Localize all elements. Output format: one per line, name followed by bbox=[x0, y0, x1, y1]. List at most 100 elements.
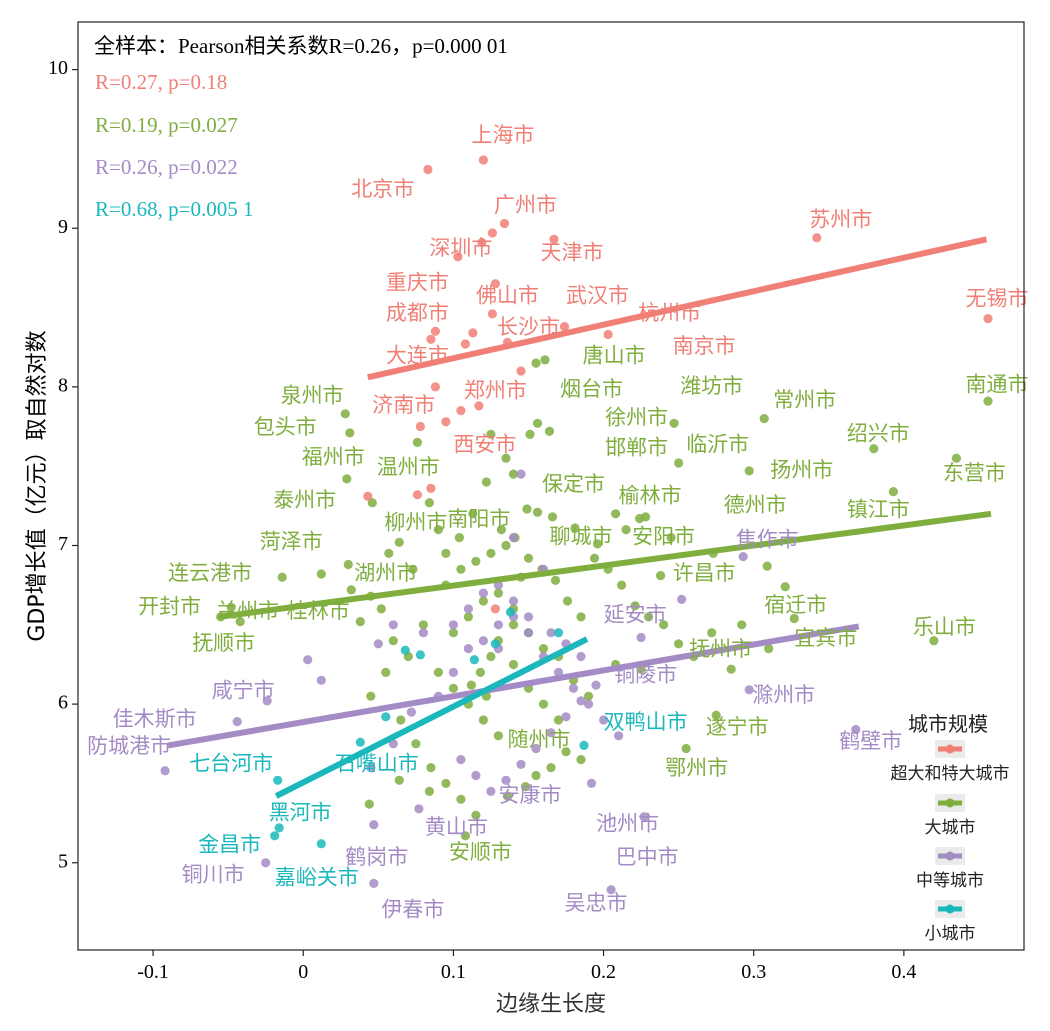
data-point bbox=[812, 233, 822, 243]
data-point bbox=[550, 575, 561, 586]
city-label: 黄山市 bbox=[425, 815, 488, 839]
city-label: 烟台市 bbox=[560, 377, 623, 401]
data-point bbox=[516, 469, 526, 479]
x-tick-label: 0.1 bbox=[441, 961, 466, 983]
data-point bbox=[562, 596, 573, 606]
data-point bbox=[367, 498, 377, 508]
data-point bbox=[468, 509, 478, 519]
x-tick-label: 0.3 bbox=[741, 961, 766, 983]
data-point bbox=[490, 639, 500, 649]
data-point bbox=[424, 786, 434, 797]
city-label: 徐州市 bbox=[605, 406, 668, 430]
data-point bbox=[423, 164, 433, 175]
city-label: 泰州市 bbox=[273, 488, 336, 512]
city-label: 菏泽市 bbox=[260, 529, 323, 553]
data-point bbox=[394, 775, 404, 785]
data-point bbox=[644, 612, 654, 622]
data-point bbox=[531, 743, 541, 754]
data-point bbox=[342, 474, 352, 484]
data-point bbox=[508, 620, 519, 630]
data-point bbox=[340, 409, 350, 419]
data-point bbox=[764, 644, 774, 654]
city-label: 长沙市 bbox=[497, 315, 560, 339]
city-label: 大连市 bbox=[386, 344, 449, 368]
data-point bbox=[478, 715, 488, 725]
data-point bbox=[448, 628, 458, 638]
data-point bbox=[261, 858, 271, 868]
city-label: 扬州市 bbox=[770, 458, 833, 482]
data-point bbox=[614, 731, 624, 741]
data-point bbox=[508, 469, 519, 479]
data-point bbox=[400, 645, 410, 655]
data-point bbox=[762, 561, 772, 571]
data-point bbox=[460, 339, 470, 349]
data-point bbox=[426, 334, 436, 344]
data-point bbox=[780, 582, 790, 592]
data-point bbox=[576, 612, 586, 622]
data-point bbox=[235, 617, 245, 627]
data-point bbox=[408, 564, 418, 574]
data-point bbox=[496, 525, 506, 535]
city-label: 临沂市 bbox=[686, 433, 749, 457]
data-point bbox=[466, 680, 476, 690]
data-point bbox=[516, 759, 526, 770]
city-label: 上海市 bbox=[471, 123, 534, 147]
data-point bbox=[394, 537, 404, 547]
data-point bbox=[388, 636, 398, 646]
city-label: 连云港市 bbox=[168, 561, 252, 585]
x-tick-label: 0 bbox=[298, 961, 308, 983]
data-point bbox=[888, 487, 899, 497]
city-label: 佳木斯市 bbox=[113, 707, 197, 731]
city-label: 铜陵市 bbox=[614, 663, 677, 687]
data-point bbox=[463, 604, 473, 614]
data-point bbox=[456, 564, 466, 574]
data-point bbox=[448, 620, 458, 630]
data-point bbox=[531, 358, 541, 368]
city-label: 防城港市 bbox=[87, 734, 171, 758]
data-point bbox=[364, 799, 374, 809]
data-point bbox=[666, 533, 676, 543]
legend-label: 小城市 bbox=[925, 924, 976, 944]
city-label: 抚顺市 bbox=[192, 631, 255, 655]
data-point bbox=[316, 569, 326, 579]
data-point bbox=[546, 628, 556, 638]
data-point bbox=[789, 613, 799, 624]
data-point bbox=[232, 717, 242, 727]
data-point bbox=[630, 601, 640, 611]
city-label: 绍兴市 bbox=[847, 421, 910, 445]
data-point bbox=[355, 617, 365, 627]
data-point bbox=[493, 588, 503, 598]
data-point bbox=[591, 680, 601, 690]
city-label: 唐山市 bbox=[583, 344, 646, 368]
city-label: 成都市 bbox=[386, 301, 449, 325]
city-label: 榆林市 bbox=[619, 483, 682, 507]
data-point bbox=[561, 747, 571, 757]
city-label: 池州市 bbox=[596, 812, 659, 836]
series-stat: R=0.19, p=0.027 bbox=[95, 113, 238, 137]
data-point bbox=[520, 782, 531, 792]
data-point bbox=[481, 477, 491, 487]
data-point bbox=[501, 453, 511, 463]
data-point bbox=[532, 418, 543, 428]
city-label: 东营市 bbox=[943, 461, 1006, 485]
data-point bbox=[406, 707, 416, 717]
data-point bbox=[707, 628, 717, 638]
city-label: 焦作市 bbox=[736, 528, 799, 552]
city-label: 泉州市 bbox=[281, 383, 344, 407]
fit-line bbox=[167, 623, 860, 749]
city-label: 宜宾市 bbox=[794, 626, 857, 650]
city-label: 咸宁市 bbox=[212, 678, 275, 702]
data-point bbox=[453, 252, 463, 262]
data-point bbox=[474, 401, 484, 411]
data-point bbox=[525, 429, 535, 439]
data-point bbox=[592, 539, 603, 549]
city-label: 宿迁市 bbox=[764, 593, 827, 617]
city-label: 苏州市 bbox=[809, 207, 872, 231]
data-point bbox=[478, 155, 488, 165]
data-point bbox=[546, 728, 556, 738]
data-point bbox=[381, 712, 391, 722]
data-point bbox=[388, 620, 398, 630]
